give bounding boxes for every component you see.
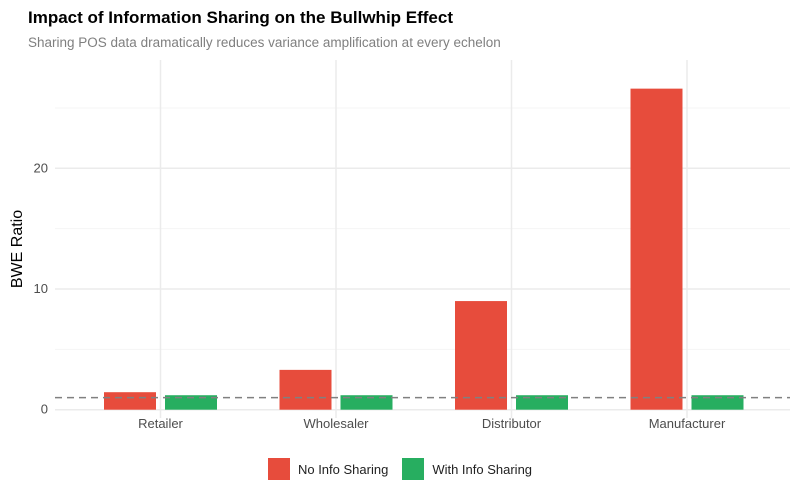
bar-with-sharing — [165, 395, 217, 410]
x-tick-label: Distributor — [482, 416, 542, 431]
legend-swatch — [267, 458, 290, 480]
bar-no-sharing — [455, 301, 507, 410]
legend-item-no-sharing: No Info Sharing — [267, 458, 389, 480]
legend-swatch — [402, 458, 425, 480]
y-tick-label: 10 — [34, 281, 48, 296]
legend-item-with-sharing: With Info Sharing — [402, 458, 532, 480]
bar-with-sharing — [691, 395, 744, 410]
y-tick-label: 20 — [34, 160, 48, 175]
legend-label: No Info Sharing — [297, 461, 389, 477]
bar-with-sharing — [340, 395, 393, 410]
legend-label: With Info Sharing — [432, 461, 533, 477]
bar-no-sharing — [104, 392, 156, 410]
bar-with-sharing — [516, 395, 568, 410]
chart-title: Impact of Information Sharing on the Bul… — [28, 8, 453, 27]
y-tick-label: 0 — [41, 402, 48, 417]
chart-subtitle: Sharing POS data dramatically reduces va… — [28, 35, 501, 50]
legend: No Info Sharing With Info Sharing — [0, 458, 800, 480]
x-tick-label: Manufacturer — [649, 416, 726, 431]
x-tick-label: Wholesaler — [303, 416, 369, 431]
bar-no-sharing — [630, 88, 683, 410]
x-tick-label: Retailer — [138, 416, 183, 431]
bar-no-sharing — [279, 369, 332, 410]
y-axis-label: BWE Ratio — [9, 210, 26, 288]
